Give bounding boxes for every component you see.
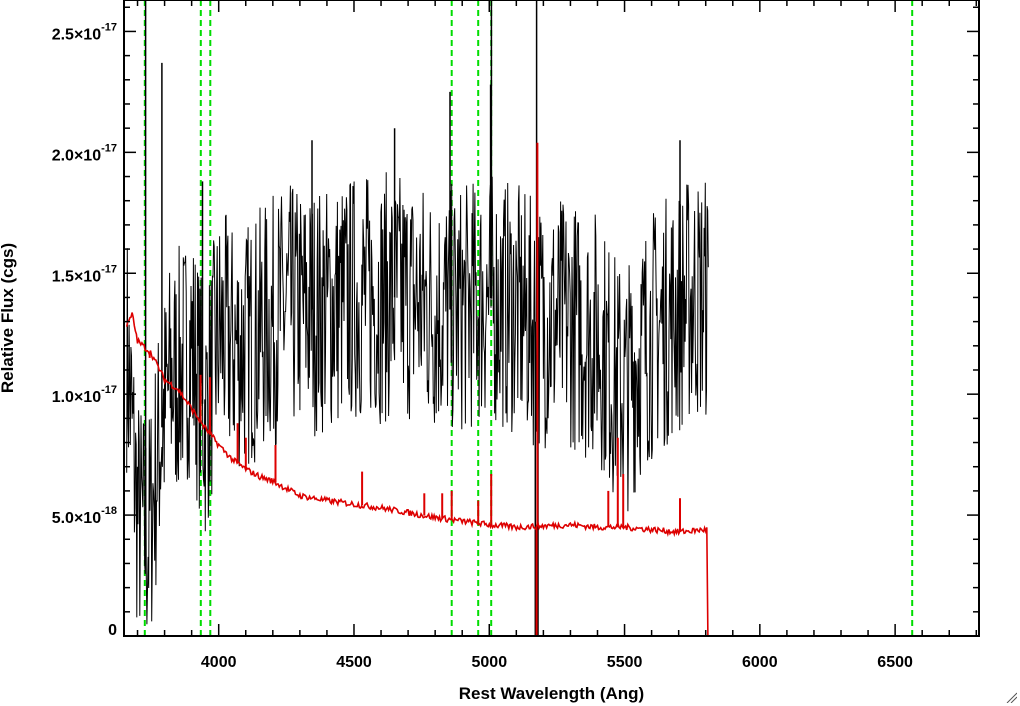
x-tick-label-4000: 4000 [201, 654, 237, 671]
y-axis-title: Relative Flux (cgs) [0, 243, 17, 393]
x-tick-label-5000: 5000 [472, 654, 508, 671]
spectrum-series [125, 0, 979, 636]
plot-frame [123, 0, 980, 637]
x-tick-label-4500: 4500 [336, 654, 372, 671]
x-tick-label-6500: 6500 [877, 654, 913, 671]
y-tick-label-0: 0 [108, 622, 117, 639]
y-tick-label-4: 2.0×10-17 [52, 142, 117, 164]
y-tick-label-3: 1.5×10-17 [52, 263, 117, 285]
x-tick-label-5500: 5500 [607, 654, 643, 671]
x-axis-title: Rest Wavelength (Ang) [459, 684, 644, 703]
spectrum-line-0 [126, 172, 709, 625]
x-tick-labels: 4000 4500 5000 5500 6000 6500 [201, 654, 913, 671]
y-tick-label-1: 5.0×10-18 [52, 505, 117, 527]
resize-grip-icon[interactable] [1005, 691, 1017, 703]
y-tick-labels: 0 5.0×10-18 1.0×10-17 1.5×10-17 2.0×10-17 2.5… [52, 21, 117, 639]
y-tick-label-5: 2.5×10-17 [52, 21, 117, 43]
y-tick-label-2: 1.0×10-17 [52, 384, 117, 406]
spectrum-line-1 [125, 312, 979, 636]
x-tick-label-6000: 6000 [742, 654, 778, 671]
